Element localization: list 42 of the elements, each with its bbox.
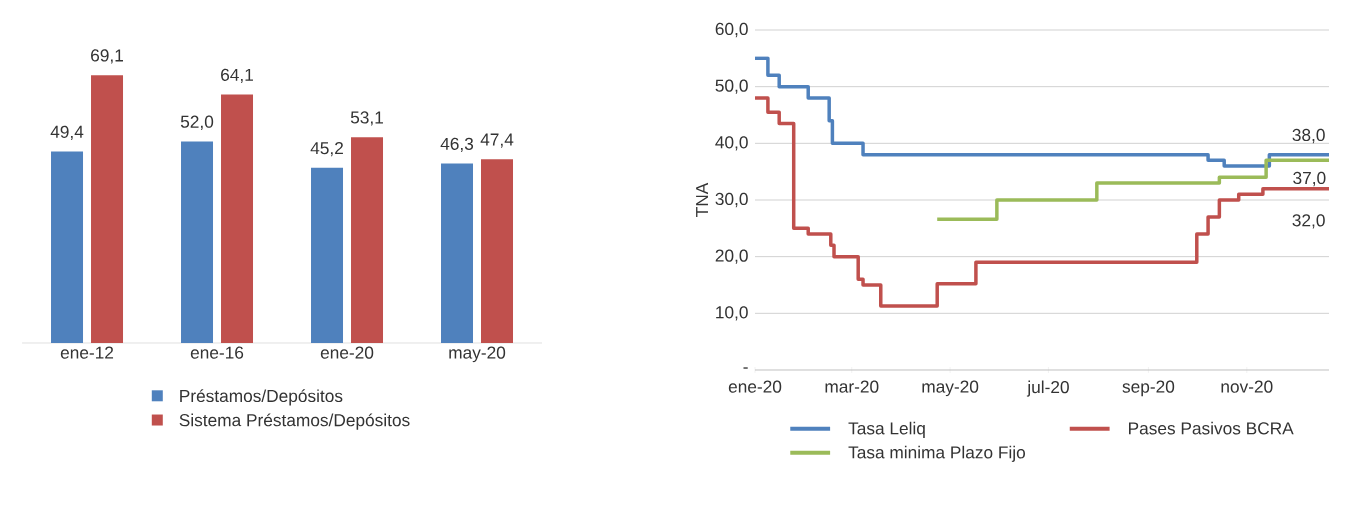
x-tick-label: nov-20: [1221, 380, 1273, 393]
bar: [221, 94, 254, 343]
data-label: 52,0: [180, 115, 214, 130]
y-tick-label: -: [743, 367, 748, 369]
bar: [441, 163, 474, 343]
legend-label: Préstamos/Depósitos: [180, 389, 343, 406]
y-tick-label: 50,0: [715, 79, 748, 94]
bar: [481, 159, 514, 343]
y-tick-label: 30,0: [715, 192, 748, 208]
x-tick-label: jul-20: [1026, 380, 1069, 397]
y-tick-label: 40,0: [715, 136, 748, 151]
bar: [311, 167, 344, 343]
bar: [91, 75, 124, 343]
bar: [351, 137, 384, 343]
legend-label: Sistema Préstamos/Depósitos: [179, 413, 410, 430]
legend-label: Tasa minima Plazo Fijo: [848, 445, 1026, 462]
annotation: 32,0: [1292, 214, 1325, 229]
legend-label: Tasa Leliq: [848, 421, 925, 438]
x-tick-label: sep-20: [1122, 380, 1175, 397]
bar: [51, 151, 84, 343]
data-label: 69,1: [91, 49, 123, 64]
x-tick-label: ene-16: [190, 346, 244, 359]
x-tick-label: ene-12: [60, 346, 114, 359]
x-tick-label: may-20: [449, 346, 506, 363]
x-tick-label: mar-20: [825, 380, 879, 393]
annotation: 37,0: [1293, 171, 1326, 187]
y-axis-title: TNA: [696, 182, 708, 217]
annotation: 38,0: [1292, 128, 1325, 144]
data-label: 47,4: [480, 133, 514, 148]
data-label: 49,4: [50, 125, 84, 140]
data-label: 53,1: [350, 111, 383, 126]
y-tick-label: 10,0: [716, 306, 748, 321]
x-tick-label: ene-20: [320, 346, 374, 359]
y-tick-label: 60,0: [715, 22, 748, 38]
x-tick-label: ene-20: [728, 380, 782, 393]
data-label: 46,3: [440, 137, 474, 152]
data-label: 64,1: [221, 68, 253, 83]
legend-label: Pases Pasivos BCRA: [1129, 421, 1294, 435]
bar: [181, 141, 214, 343]
y-tick-label: 20,0: [715, 249, 748, 264]
data-label: 45,2: [310, 141, 343, 157]
x-tick-label: may-20: [922, 380, 979, 397]
